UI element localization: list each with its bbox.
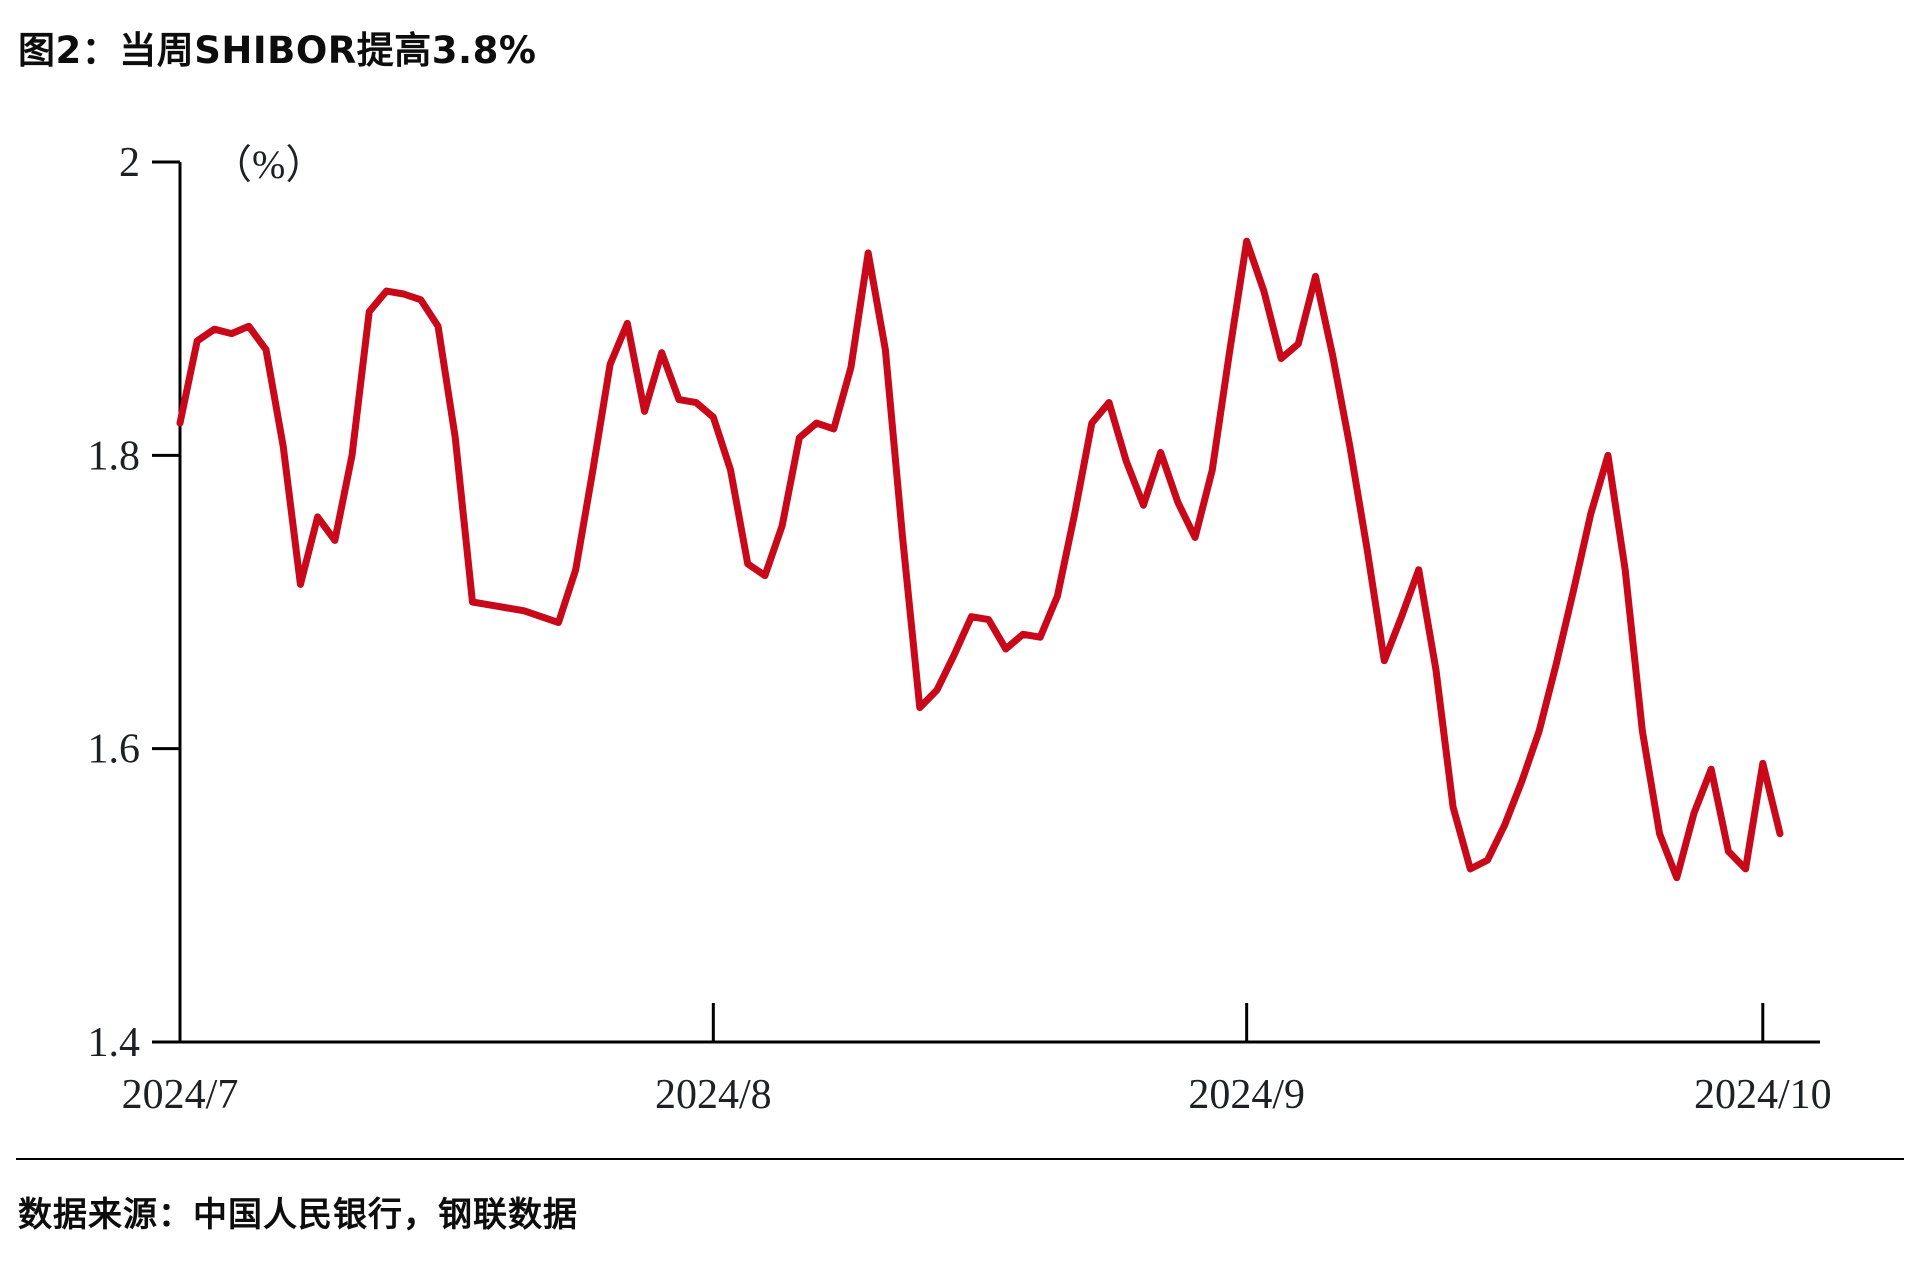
line-chart: 2 1.8 1.6 1.4 2024/7 2024/8 2024/9 2024/10 （%） xyxy=(88,140,1832,1118)
figure-title-bar: 图2：当周SHIBOR提高3.8% xyxy=(18,16,1898,78)
page-title: 图2：当周SHIBOR提高3.8% xyxy=(18,29,537,72)
x-axis-tick-label: 2024/10 xyxy=(1694,1072,1832,1118)
y-axis-tick-label: 1.4 xyxy=(88,1020,141,1066)
x-axis-tick-label: 2024/7 xyxy=(122,1072,239,1118)
y-axis-unit-label: （%） xyxy=(212,142,325,187)
x-axis-ticks: 2024/7 2024/8 2024/9 2024/10 xyxy=(122,1003,1832,1118)
source-note: 数据来源：中国人民银行，钢联数据 xyxy=(18,1194,578,1235)
chart-container: 2 1.8 1.6 1.4 2024/7 2024/8 2024/9 2024/10 （%） xyxy=(0,86,1920,1146)
y-axis-tick-label: 1.6 xyxy=(88,727,141,773)
x-axis-tick-label: 2024/8 xyxy=(655,1072,772,1118)
source-note-bar: 数据来源：中国人民银行，钢联数据 xyxy=(18,1176,1898,1246)
y-axis-tick-label: 2 xyxy=(119,140,140,186)
y-axis-tick-label: 1.8 xyxy=(88,433,141,479)
series-line-shibor xyxy=(176,237,1784,882)
x-axis-tick-label: 2024/9 xyxy=(1188,1072,1305,1118)
footer-divider xyxy=(16,1158,1904,1160)
y-axis-ticks: 2 1.8 1.6 1.4 xyxy=(88,140,180,1066)
